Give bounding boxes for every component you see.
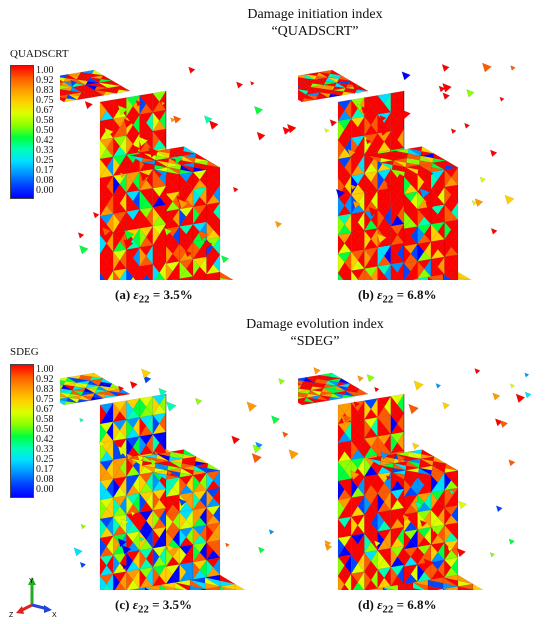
caption-c-sub: 22 — [138, 603, 149, 616]
bottom-legend-val-9: 0.25 — [36, 454, 54, 465]
top-legend-val-4: 0.67 — [36, 105, 54, 116]
caption-d-label: (d) — [358, 597, 374, 612]
bottom-title: Damage evolution index “SDEG” — [180, 316, 450, 350]
bottom-legend-values: 1.00 0.92 0.83 0.75 0.67 0.58 0.50 0.42 … — [36, 365, 54, 495]
bottom-legend-val-11: 0.08 — [36, 474, 54, 485]
top-legend-val-5: 0.58 — [36, 115, 54, 126]
top-legend-val-9: 0.25 — [36, 155, 54, 166]
bottom-title-line1: Damage evolution index — [246, 317, 384, 332]
top-legend-val-10: 0.17 — [36, 165, 54, 176]
caption-c-value: = 3.5% — [152, 597, 193, 612]
caption-b-symbol: ε — [377, 287, 383, 302]
top-legend-colorbar — [10, 65, 34, 199]
top-legend-val-8: 0.33 — [36, 145, 54, 156]
bottom-legend-colorbar — [10, 364, 34, 498]
top-legend-val-2: 0.83 — [36, 85, 54, 96]
cube-render-c — [60, 368, 299, 590]
caption-d-value: = 6.8% — [396, 597, 437, 612]
caption-a-label: (a) — [115, 287, 131, 302]
bottom-legend-val-4: 0.67 — [36, 404, 54, 415]
caption-c: (c) ε22 = 3.5% — [115, 597, 192, 616]
caption-a-symbol: ε — [133, 287, 139, 302]
caption-a: (a) ε22 = 3.5% — [115, 287, 193, 306]
caption-b: (b) ε22 = 6.8% — [358, 287, 436, 306]
caption-a-sub: 22 — [138, 293, 150, 306]
axis-label-x: X — [52, 612, 57, 619]
axes-triad-icon: Y X Z — [9, 577, 57, 619]
bottom-legend-val-7: 0.42 — [36, 434, 54, 445]
bottom-legend-val-10: 0.17 — [36, 464, 54, 475]
top-legend-val-7: 0.42 — [36, 135, 54, 146]
cube-render-a — [60, 66, 297, 280]
top-legend-val-6: 0.50 — [36, 125, 54, 136]
top-legend-val-11: 0.08 — [36, 175, 54, 186]
bottom-legend-val-2: 0.83 — [36, 384, 54, 395]
caption-d: (d) ε22 = 6.8% — [358, 597, 436, 616]
top-legend-val-1: 0.92 — [36, 75, 54, 86]
caption-c-label: (c) — [115, 597, 130, 612]
axis-label-z: Z — [9, 612, 14, 619]
top-title: Damage initiation index “QUADSCRT” — [180, 6, 450, 40]
bottom-legend-val-6: 0.50 — [36, 424, 54, 435]
bottom-legend-title: SDEG — [10, 346, 39, 358]
bottom-legend-val-5: 0.58 — [36, 414, 54, 425]
caption-a-value: = 3.5% — [152, 287, 193, 302]
caption-c-symbol: ε — [132, 597, 139, 612]
top-legend-values: 1.00 0.92 0.83 0.75 0.67 0.58 0.50 0.42 … — [36, 66, 54, 196]
top-legend-val-0: 1.00 — [36, 65, 54, 76]
bottom-title-line2: “SDEG” — [290, 334, 340, 349]
top-legend-val-12: 0.00 — [36, 185, 54, 196]
bottom-legend-val-8: 0.33 — [36, 444, 54, 455]
top-legend-title: QUADSCRT — [10, 48, 69, 60]
top-title-line1: Damage initiation index — [247, 7, 383, 22]
top-legend-val-3: 0.75 — [36, 95, 54, 106]
axis-label-y: Y — [29, 578, 34, 585]
bottom-legend-val-3: 0.75 — [36, 394, 54, 405]
bottom-legend-val-12: 0.00 — [36, 484, 54, 495]
caption-b-value: = 6.8% — [396, 287, 437, 302]
caption-b-label: (b) — [358, 287, 374, 302]
cube-render-d — [298, 367, 532, 590]
caption-b-sub: 22 — [382, 293, 394, 306]
bottom-legend-val-1: 0.92 — [36, 374, 54, 385]
bottom-legend-val-0: 1.00 — [36, 364, 54, 375]
cube-render-b — [298, 62, 516, 280]
top-title-line2: “QUADSCRT” — [271, 24, 359, 39]
caption-d-symbol: ε — [377, 597, 383, 612]
caption-d-sub: 22 — [382, 603, 394, 616]
